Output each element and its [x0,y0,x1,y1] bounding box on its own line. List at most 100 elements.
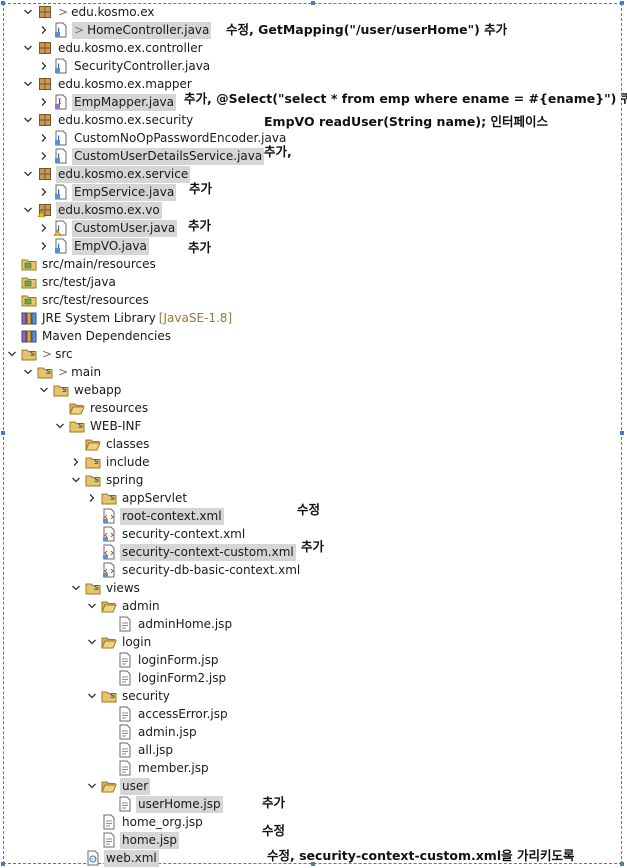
chevron-down-icon[interactable] [54,417,66,435]
java-file-icon: J [53,148,69,164]
tree-item[interactable]: S WEB-INF [54,417,143,435]
tree-item-label: CustomUserDetailsService.java [72,147,265,165]
package-icon [37,112,53,128]
tree-item[interactable]: loginForm2.jsp [102,669,228,687]
tree-item[interactable]: S > src [6,345,75,363]
chevron-down-icon[interactable] [86,633,98,651]
tree-item[interactable]: all.jsp [102,741,175,759]
frame-handle[interactable] [1,862,5,866]
chevron-down-icon[interactable] [22,75,34,93]
tree-item-text: webapp [74,382,122,397]
tree-spacer [70,849,82,867]
tree-item-label: src/test/java [40,274,118,291]
chevron-down-icon[interactable] [22,3,34,21]
chevron-right-icon[interactable] [38,219,50,237]
chevron-down-icon[interactable] [70,471,82,489]
xml-file-icon [101,508,117,524]
tree-item[interactable]: I EmpMapper.java [38,93,177,111]
chevron-down-icon[interactable] [22,165,34,183]
tree-item[interactable]: admin [86,597,162,615]
chevron-down-icon[interactable] [86,687,98,705]
chevron-down-icon[interactable] [86,777,98,795]
frame-handle[interactable] [311,1,315,5]
chevron-right-icon[interactable] [70,453,82,471]
tree-item[interactable]: J CustomUserDetailsService.java [38,147,265,165]
java-file-icon: J [53,184,69,200]
tree-item[interactable]: root-context.xml [86,507,224,525]
tree-item[interactable]: resources [54,399,150,417]
tree-item[interactable]: Maven Dependencies [6,327,173,345]
tree-spacer [86,507,98,525]
tree-item-label: security-db-basic-context.xml [120,562,302,579]
svg-text:S: S [110,494,115,502]
tree-item[interactable]: J EmpVO.java [38,237,149,255]
tree-item[interactable]: J SecurityController.java [38,57,212,75]
frame-handle[interactable] [311,862,315,866]
chevron-right-icon[interactable] [38,183,50,201]
tree-item[interactable]: edu.kosmo.ex.mapper [22,75,194,93]
chevron-right-icon[interactable] [38,21,50,39]
tree-item[interactable]: JRE System Library [JavaSE-1.8] [6,309,234,327]
chevron-down-icon[interactable] [22,111,34,129]
tree-item[interactable]: edu.kosmo.ex.security [22,111,195,129]
chevron-right-icon[interactable] [38,57,50,75]
chevron-down-icon[interactable] [6,345,18,363]
tree-item[interactable]: src/test/resources [6,291,151,309]
chevron-down-icon[interactable] [22,39,34,57]
tree-item[interactable]: > edu.kosmo.ex [22,3,157,21]
chevron-down-icon[interactable] [22,201,34,219]
tree-item[interactable]: member.jsp [102,759,211,777]
tree-item[interactable]: home_org.jsp [86,813,205,831]
tree-item[interactable]: loginForm.jsp [102,651,220,669]
frame-handle[interactable] [1,431,5,435]
tree-item[interactable]: J EmpService.java [38,183,177,201]
tree-item-text: web.xml [106,850,157,865]
tree-item[interactable]: web.xml [70,849,159,867]
tree-item[interactable]: security-context-custom.xml [86,543,296,561]
tree-item[interactable]: classes [70,435,151,453]
chevron-right-icon[interactable] [86,489,98,507]
tree-item-text: EmpService.java [74,184,175,199]
tree-spacer [86,561,98,579]
tree-item[interactable]: userHome.jsp [102,795,223,813]
chevron-right-icon[interactable] [38,93,50,111]
tree-item[interactable]: adminHome.jsp [102,615,234,633]
chevron-down-icon[interactable] [38,381,50,399]
chevron-right-icon[interactable] [38,237,50,255]
tree-item[interactable]: user [86,777,151,795]
tree-item-label: accessError.jsp [136,706,230,723]
tree-item[interactable]: src/test/java [6,273,118,291]
tree-item[interactable]: edu.kosmo.ex.service [22,165,191,183]
frame-handle[interactable] [620,862,624,866]
folder-open-icon [85,436,101,452]
chevron-down-icon[interactable] [22,363,34,381]
chevron-right-icon[interactable] [38,147,50,165]
tree-item[interactable]: edu.kosmo.ex.vo [22,201,162,219]
tree-item[interactable]: edu.kosmo.ex.controller [22,39,205,57]
tree-item[interactable]: login [86,633,153,651]
tree-item[interactable]: J > HomeController.java [38,21,212,39]
frame-handle[interactable] [620,1,624,5]
tree-item[interactable]: admin.jsp [102,723,199,741]
tree-item[interactable]: accessError.jsp [102,705,230,723]
tree-item-label: include [104,454,151,471]
tree-item[interactable]: security-context.xml [86,525,247,543]
tree-item-label: edu.kosmo.ex.vo [56,201,162,219]
chevron-down-icon[interactable] [86,597,98,615]
tree-item[interactable]: home.jsp [86,831,180,849]
tree-item[interactable]: security-db-basic-context.xml [86,561,302,579]
frame-handle[interactable] [620,431,624,435]
tree-item[interactable]: S > main [22,363,103,381]
frame-handle[interactable] [1,1,5,5]
chevron-down-icon[interactable] [70,579,82,597]
tree-item[interactable]: J CustomUser.java [38,219,178,237]
tree-item[interactable]: src/main/resources [6,255,158,273]
chevron-right-icon[interactable] [38,129,50,147]
tree-item[interactable]: J CustomNoOpPasswordEncoder.java [38,129,288,147]
